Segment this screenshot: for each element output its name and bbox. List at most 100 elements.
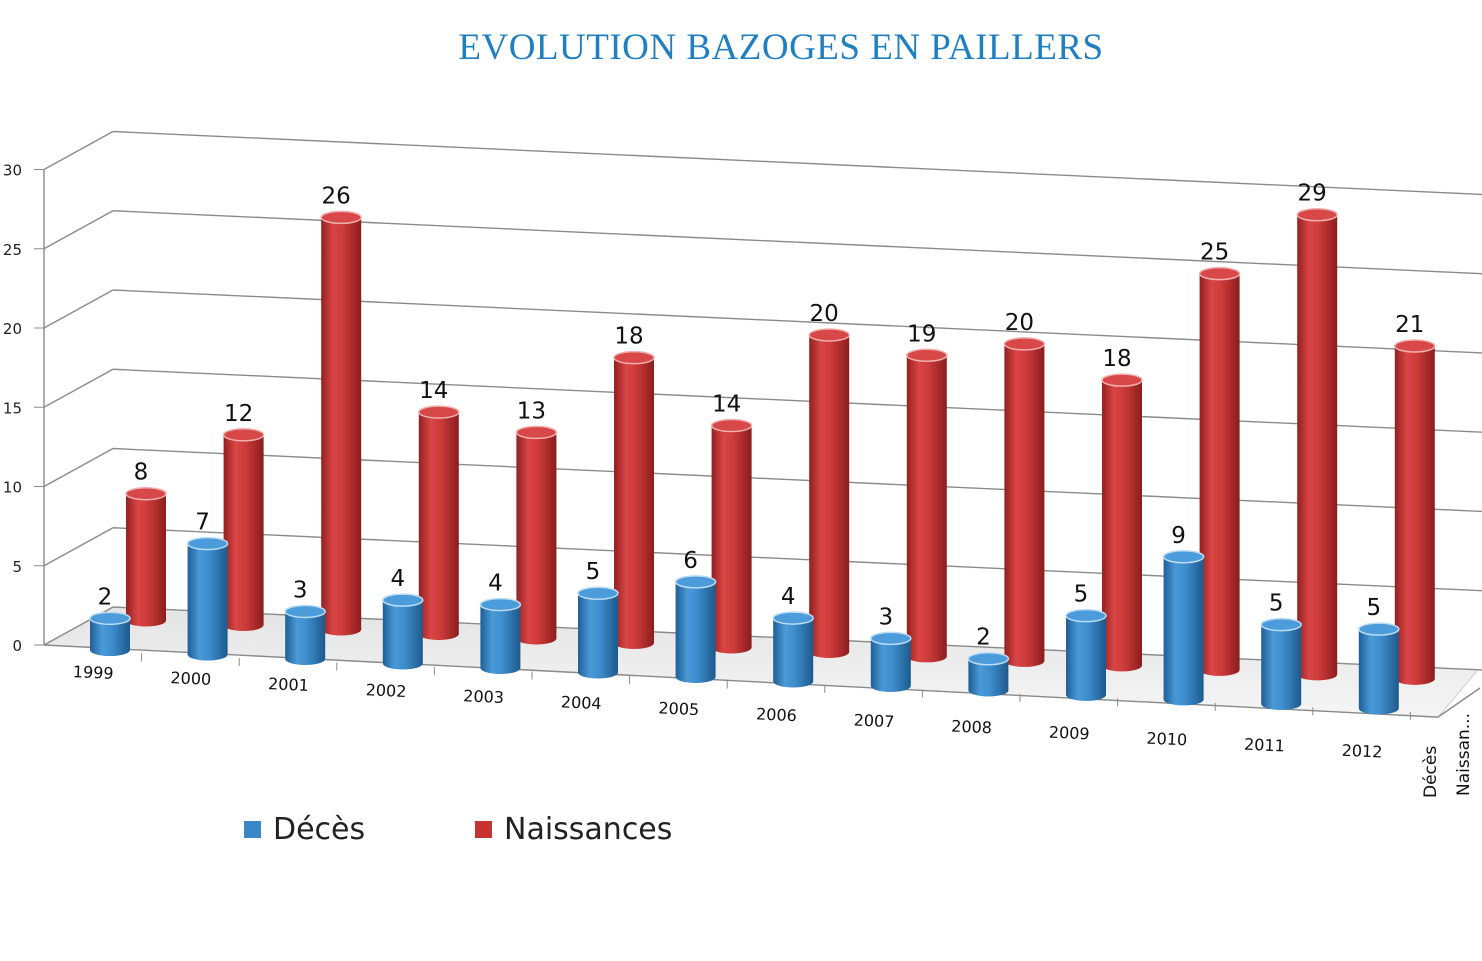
bar-deces-2000-body <box>187 543 228 661</box>
chart-title: EVOLUTION BAZOGES EN PAILLERS <box>458 27 1104 68</box>
data-label-naissances: 18 <box>1102 346 1131 372</box>
bar-naissances-2001-top <box>320 210 362 225</box>
bar-deces-2002-body <box>382 600 423 670</box>
bar-naissances-2010-body <box>1199 273 1240 676</box>
bar-naissances-2011-body <box>1297 214 1338 681</box>
data-label-deces: 5 <box>586 559 601 585</box>
x-tick-label: 2006 <box>756 704 798 725</box>
gridline-side-15 <box>43 368 114 408</box>
gridline-side-30 <box>43 130 114 171</box>
bar-deces-2005 <box>674 575 717 683</box>
bar-deces-2004-body <box>578 593 618 679</box>
bar-naissances-2005-top <box>710 418 753 433</box>
legend-label-deces: Décès <box>273 812 366 847</box>
x-tick-label: 2001 <box>268 674 310 695</box>
bar-naissances-2002 <box>418 405 460 640</box>
bar-naissances-2012-body <box>1394 346 1435 685</box>
data-label-deces: 5 <box>1269 591 1284 617</box>
x-tick-label: 2012 <box>1341 741 1383 762</box>
data-label-deces: 2 <box>976 625 991 651</box>
data-label-naissances: 29 <box>1298 181 1327 207</box>
bar-naissances-2012 <box>1394 339 1436 685</box>
bar-naissances-2003-body <box>516 432 557 645</box>
data-label-naissances: 14 <box>712 392 741 418</box>
bar-naissances-2004 <box>613 350 655 649</box>
bar-naissances-2004-body <box>614 357 654 649</box>
bar-naissances-2008 <box>1003 337 1046 667</box>
bar-deces-2009 <box>1065 608 1107 701</box>
y-tick-label: 20 <box>3 320 22 338</box>
bar-deces-2010 <box>1162 550 1205 706</box>
bar-deces-2004-top <box>577 586 619 600</box>
gridline-side-20 <box>43 289 114 329</box>
bar-naissances-2010-top <box>1198 266 1241 281</box>
x-axis-line <box>43 644 1439 718</box>
bar-naissances-2000-body <box>223 434 264 632</box>
data-label-deces: 4 <box>488 571 503 597</box>
data-label-naissances: 20 <box>1005 310 1034 336</box>
gridline-side-25 <box>43 210 114 250</box>
y-tick-label: 5 <box>12 558 22 576</box>
bar-deces-2007 <box>870 631 912 692</box>
bar-naissances-2007-top <box>906 348 948 363</box>
bar-deces-2011 <box>1260 617 1302 710</box>
data-label-naissances: 14 <box>419 378 448 404</box>
bar-naissances-2007-body <box>906 355 947 663</box>
x-tick-label: 2007 <box>853 710 895 731</box>
bar-deces-2007-body <box>870 638 911 692</box>
bar-deces-2001-body <box>285 611 326 666</box>
bar-naissances-2006 <box>808 328 850 658</box>
data-label-deces: 4 <box>781 584 796 610</box>
bar-naissances-2010 <box>1198 266 1241 676</box>
gridline-15 <box>112 368 1482 433</box>
bar-naissances-2002-top <box>418 405 460 419</box>
bar-deces-1999-top <box>89 611 131 626</box>
bar-deces-2009-body <box>1066 615 1106 701</box>
y-tick-label: 10 <box>3 479 22 497</box>
bar-naissances-2006-top <box>808 328 850 342</box>
bar-naissances-2001 <box>320 210 362 636</box>
gridline-20 <box>112 289 1482 354</box>
data-label-deces: 6 <box>683 548 698 574</box>
y-tick-label: 0 <box>12 637 22 655</box>
depth-axis-label: Décès <box>1421 746 1441 798</box>
x-tick-label: 2005 <box>658 698 700 719</box>
bar-deces-2012 <box>1358 622 1400 715</box>
bar-naissances-1999 <box>125 486 167 627</box>
data-label-naissances: 25 <box>1200 240 1229 266</box>
data-label-deces: 3 <box>293 577 308 603</box>
bar-naissances-2003-top <box>515 425 558 440</box>
bar-naissances-1999-body <box>126 493 166 627</box>
x-tick-label: 2000 <box>170 668 212 689</box>
legend-label-naissances: Naissances <box>504 812 673 847</box>
bar-naissances-2006-body <box>809 334 850 658</box>
bar-deces-2007-top <box>870 631 912 646</box>
data-label-deces: 5 <box>1074 582 1089 608</box>
bar-deces-2006-body <box>773 618 814 688</box>
data-label-naissances: 12 <box>224 401 253 427</box>
x-tick-label: 2011 <box>1244 735 1286 756</box>
data-label-deces: 4 <box>390 566 405 592</box>
bar-naissances-2011-top <box>1296 207 1338 222</box>
bar-deces-2006-top <box>772 611 814 625</box>
bar-deces-2003 <box>479 597 522 674</box>
y-tick-label: 25 <box>3 241 22 259</box>
data-label-naissances: 21 <box>1395 312 1424 338</box>
bar-naissances-2008-body <box>1004 343 1045 667</box>
bar-deces-1999-body <box>90 618 130 657</box>
data-label-deces: 2 <box>98 584 113 610</box>
data-label-naissances: 18 <box>614 324 643 350</box>
bar-deces-2006 <box>772 611 814 688</box>
bar-naissances-2009-top <box>1101 373 1143 387</box>
bar-deces-2004 <box>577 586 619 679</box>
bar-naissances-2001-body <box>321 217 362 636</box>
bar-deces-2000-top <box>186 536 229 551</box>
legend-swatch-deces <box>244 821 261 838</box>
bar-deces-2003-body <box>480 604 521 674</box>
bar-deces-2002-top <box>382 593 424 607</box>
bar-deces-2003-top <box>479 597 522 612</box>
x-tick-label: 2010 <box>1146 729 1188 750</box>
x-tick-label: 2004 <box>560 692 602 713</box>
bar-naissances-2000 <box>222 428 265 632</box>
